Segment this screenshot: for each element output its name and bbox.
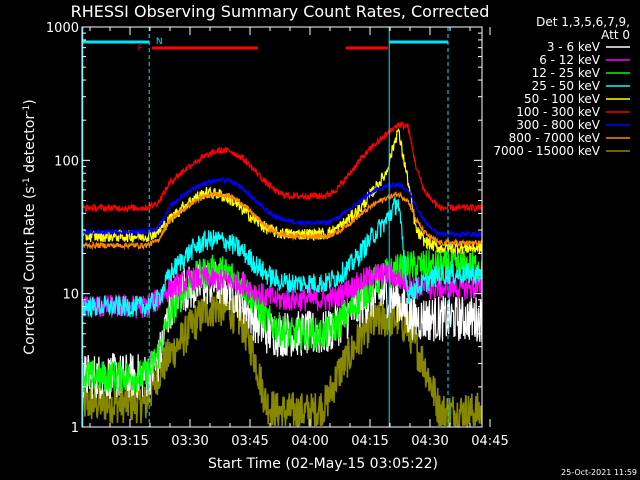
y-tick-label: 10 <box>62 288 79 303</box>
footer-timestamp: 25-Oct-2021 11:59 <box>561 468 637 477</box>
series-line <box>82 190 482 251</box>
x-tick-label: 04:30 <box>411 434 448 449</box>
y-tick-label: 100 <box>54 154 79 169</box>
legend-entry-label: 6 - 12 keV <box>539 53 601 67</box>
legend-entry-label: 12 - 25 keV <box>532 66 601 80</box>
series-line <box>82 249 482 393</box>
chart-title: RHESSI Observing Summary Count Rates, Co… <box>71 2 490 21</box>
x-tick-label: 03:30 <box>171 434 208 449</box>
plot-frame <box>81 26 483 428</box>
y-axis-label: Corrected Count Rate (s-1 detector-1) <box>22 99 38 354</box>
flag-f-label: F <box>138 44 143 54</box>
x-axis-label: Start Time (02-May-15 03:05:22) <box>208 456 438 472</box>
legend-entry-label: 800 - 7000 keV <box>509 131 601 145</box>
series-line <box>82 121 482 214</box>
flag-n-label: N <box>156 37 163 47</box>
series-line <box>82 176 482 239</box>
x-tick-label: 04:00 <box>291 434 328 449</box>
y-tick-label: 1 <box>71 421 79 436</box>
series-25-50keV <box>82 196 482 318</box>
x-tick-label: 04:15 <box>351 434 388 449</box>
legend-entry-label: 7000 - 15000 keV <box>493 144 600 158</box>
series-12-25keV <box>82 249 482 393</box>
legend-entry-label: 3 - 6 keV <box>547 40 601 54</box>
legend-entry-label: 25 - 50 keV <box>532 79 601 93</box>
legend-entry-label: 300 - 800 keV <box>516 118 600 132</box>
series-300-800keV <box>82 176 482 239</box>
x-tick-label: 04:45 <box>471 434 508 449</box>
legend-header-line-1: Det 1,3,5,6,7,9, <box>536 15 630 29</box>
y-tick-label: 1000 <box>46 21 79 36</box>
legend-entry-label: 50 - 100 keV <box>524 92 601 106</box>
series-line <box>82 196 482 318</box>
legend-header-line-2: Att 0 <box>601 28 630 42</box>
series-100-300keV <box>82 121 482 214</box>
x-tick-label: 03:15 <box>111 434 148 449</box>
x-tick-label: 03:45 <box>231 434 268 449</box>
legend-entry-label: 100 - 300 keV <box>516 105 600 119</box>
series-800-7000keV <box>82 190 482 251</box>
